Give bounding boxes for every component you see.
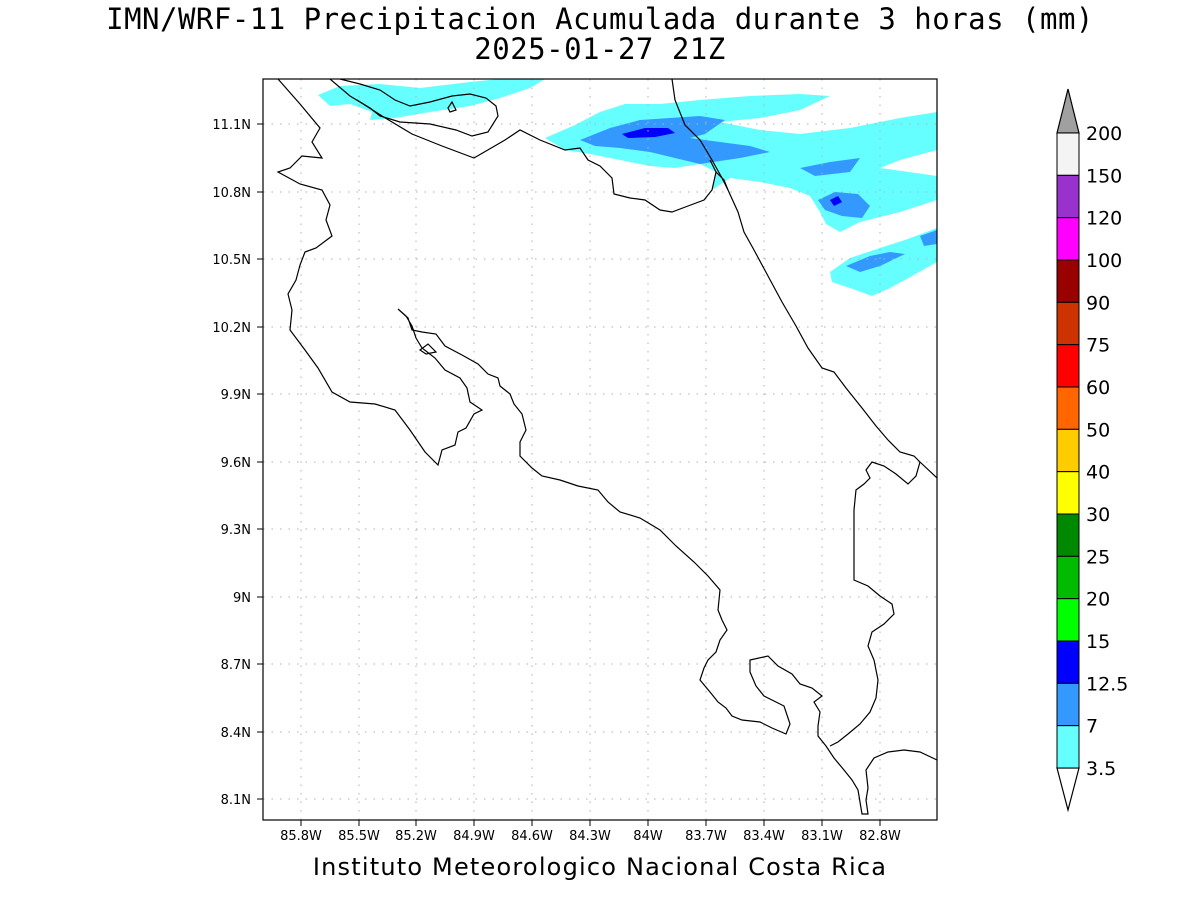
colorbar-label: 15 [1086,631,1110,653]
lon-label: 84.9W [453,829,495,844]
colorbar-label: 200 [1086,123,1122,145]
colorbar-box [1056,471,1080,515]
colorbar-box [1056,598,1080,642]
precip-darkblue-core-1 [622,128,675,138]
precip-blue-area-5 [920,230,937,246]
colorbar-label: 12.5 [1086,673,1128,695]
precip-cyan-area-1 [318,79,545,120]
longitude-labels: 85.8W 85.5W 85.2W 84.9W 84.6W 84.3W 84W … [280,829,901,844]
precip-blue-area-4 [846,252,905,272]
lon-label: 85.2W [395,829,437,844]
lon-label: 83.7W [685,829,727,844]
footer-credit: Instituto Meteorologico Nacional Costa R… [312,853,888,881]
colorbar-box [1056,259,1080,303]
gulf-island [418,343,438,355]
lon-label: 85.5W [338,829,380,844]
lat-label: 8.1N [221,793,251,808]
precip-darkblue-core-2 [830,196,842,206]
colorbar-box [1056,386,1080,430]
colorbar-box [1056,428,1080,473]
lat-label: 11.1N [212,118,251,133]
lon-label: 82.8W [859,829,901,844]
precip-blue-area-1 [580,116,770,164]
lon-label: 84W [633,829,663,844]
colorbar-box [1056,344,1080,388]
map-date: 2025-01-27 21Z [474,32,726,66]
lon-label: 83.1W [801,829,843,844]
precip-blue-area-3 [818,192,870,218]
precipitation-layer [318,79,937,296]
colorbar-box [1056,301,1080,346]
colorbar-label: 30 [1086,504,1110,526]
colorbar-label: 90 [1086,292,1110,314]
northern-border [356,99,717,213]
lat-label: 9.9N [221,388,251,403]
colorbar-label: 3.5 [1086,758,1116,780]
coastline-layer [276,79,937,815]
map-title: IMN/WRF-11 Precipitacion Acumulada duran… [106,2,1094,36]
colorbar-bottom-arrow [1056,767,1080,813]
lon-label: 84.3W [569,829,611,844]
island [447,100,457,113]
lon-label: 85.8W [280,829,322,844]
colorbar: 200 150 120 100 90 75 60 50 40 30 25 20 15 12.5 7 3.5 [1056,88,1128,813]
colorbar-label: 25 [1086,546,1110,568]
map-frame [262,78,938,821]
lat-label: 8.7N [221,658,251,673]
colorbar-box [1056,174,1080,219]
pacific-coastline [276,79,937,815]
colorbar-box [1056,513,1080,557]
colorbar-label: 20 [1086,589,1110,611]
colorbar-label: 60 [1086,377,1110,399]
graticule [263,79,937,820]
colorbar-label: 50 [1086,419,1110,441]
colorbar-box [1056,725,1080,769]
lat-label: 9.3N [221,523,251,538]
colorbar-box [1056,132,1080,176]
lat-label: 10.2N [212,321,251,336]
colorbar-label: 150 [1086,165,1122,187]
colorbar-box [1056,555,1080,600]
panama-border [829,461,921,747]
lon-label: 83.4W [743,829,785,844]
precip-cyan-area-2 [545,94,937,232]
colorbar-label: 120 [1086,208,1122,230]
colorbar-box [1056,217,1080,261]
colorbar-label: 75 [1086,335,1110,357]
colorbar-box [1056,640,1080,684]
lat-label: 9N [233,591,251,606]
lon-label: 84.6W [511,829,553,844]
colorbar-label: 40 [1086,462,1110,484]
latitude-labels: 11.1N 10.8N 10.5N 10.2N 9.9N 9.6N 9.3N 9… [212,118,251,808]
colorbar-box [1056,682,1080,727]
caribbean-coastline [715,171,937,479]
colorbar-label: 7 [1086,716,1098,738]
tick-marks [257,123,881,826]
lat-label: 10.5N [212,253,251,268]
lat-label: 9.6N [221,456,251,471]
colorbar-label: 100 [1086,250,1122,272]
precip-blue-area-2 [800,158,860,176]
lat-label: 10.8N [212,186,251,201]
lat-label: 8.4N [221,726,251,741]
colorbar-top-arrow [1056,88,1080,134]
